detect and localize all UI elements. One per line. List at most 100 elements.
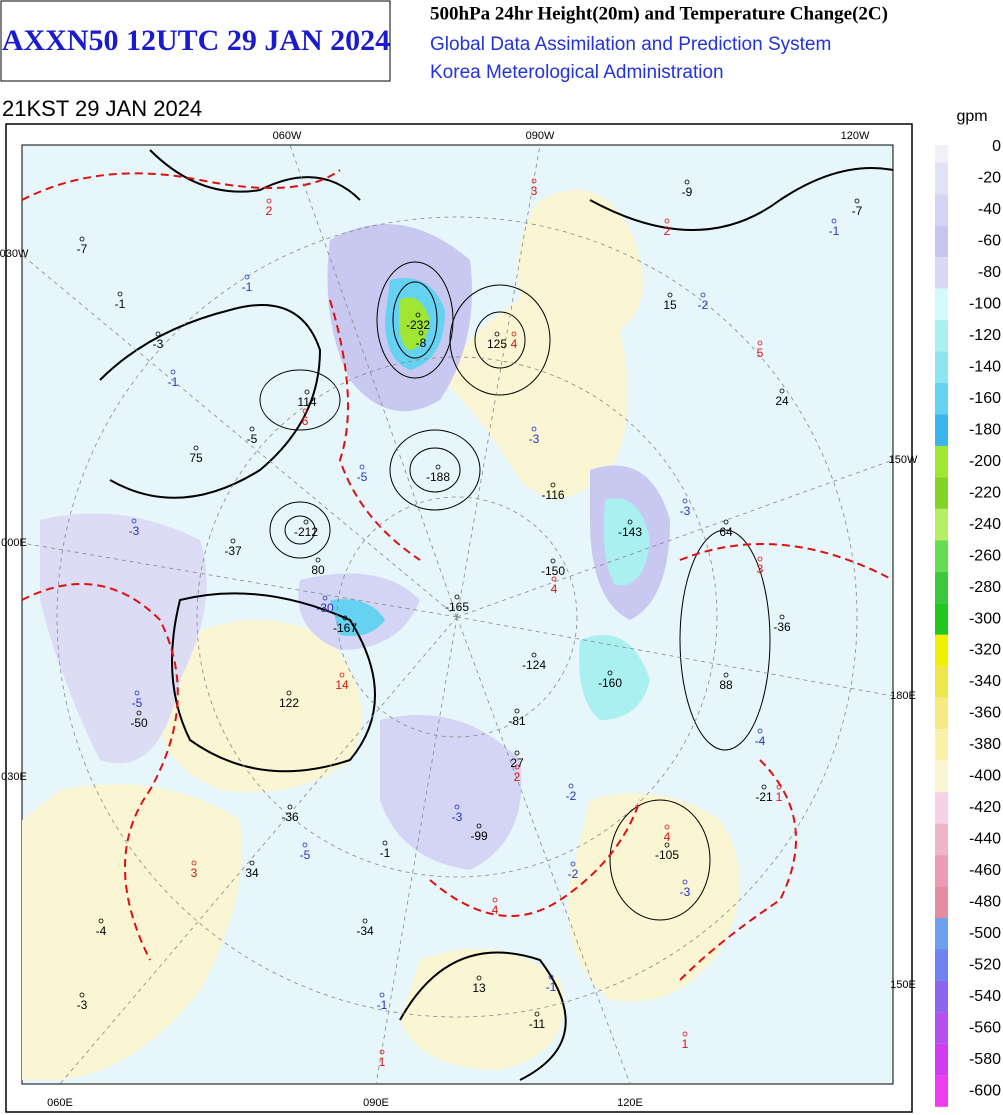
colorbar-label: -300 [969, 610, 1001, 627]
label-marker [315, 557, 321, 563]
label-marker [435, 464, 441, 470]
longitude-label: 060W [273, 130, 302, 142]
longitude-label: 060E [47, 1097, 73, 1109]
map-labels: 060W 090W 120W 030W 150W 000E 180E 030E 150E 060E… [0, 130, 918, 1109]
label-marker [415, 312, 421, 318]
height-change-label: -36 [281, 810, 299, 824]
label-marker [362, 918, 368, 924]
label-marker [339, 672, 345, 678]
height-change-label: -37 [224, 544, 242, 558]
colorbar-label: 0 [992, 138, 1001, 155]
height-change-label: -7 [852, 204, 863, 218]
label-marker [757, 556, 763, 562]
colorbar-label: -320 [969, 642, 1001, 659]
label-marker [79, 992, 85, 998]
colorbar-swatch [935, 980, 948, 1013]
label-marker [249, 426, 255, 432]
label-marker [514, 750, 520, 756]
colorbar-label: -480 [969, 893, 1001, 910]
label-marker [761, 784, 767, 790]
height-change-label: -8 [416, 336, 427, 350]
label-marker [303, 519, 309, 525]
product: 500hPa 24hr Height(20m) and Temperature … [430, 3, 888, 24]
label-marker [302, 842, 308, 848]
height-change-label: -167 [333, 621, 357, 635]
height-change-label: -188 [426, 470, 450, 484]
height-change-label: -3 [153, 337, 164, 351]
colorbar-label: -220 [969, 484, 1001, 501]
height-change-label: 15 [663, 298, 677, 312]
colorbar-label: -280 [969, 579, 1001, 596]
temperature-negative-label: -3 [452, 810, 463, 824]
temperature-positive-label: 1 [682, 1037, 689, 1051]
temperature-positive-label: 14 [335, 678, 349, 692]
label-marker [757, 340, 763, 346]
height-change-label: -5 [247, 432, 258, 446]
label-marker [379, 1049, 385, 1055]
label-marker [286, 690, 292, 696]
temperature-negative-label: -1 [242, 280, 253, 294]
graticule [21, 144, 894, 1085]
label-marker [531, 652, 537, 658]
temperature-positive-label: 2 [266, 204, 273, 218]
height-change-label: -1 [380, 846, 391, 860]
label-marker [244, 274, 250, 280]
label-marker [682, 498, 688, 504]
temperature-negative-label: -5 [357, 470, 368, 484]
system: Global Data Assimilation and Prediction … [430, 34, 831, 55]
longitude-label: 180E [890, 690, 916, 702]
label-marker [723, 519, 729, 525]
temperature-positive-label: 3 [191, 866, 198, 880]
label-marker [249, 860, 255, 866]
longitude-label: 090E [363, 1097, 389, 1109]
temperature-negative-label: -5 [132, 696, 143, 710]
colorbar-swatch [935, 383, 948, 415]
label-marker [304, 389, 310, 395]
label-marker [514, 764, 520, 770]
map-shading [22, 190, 740, 1080]
longitude-label: 150W [889, 454, 918, 466]
height-change-label: 114 [297, 395, 316, 409]
colorbar-swatch [935, 729, 948, 761]
colorbar-swatch [935, 194, 948, 226]
temperature-negative-label: -2 [698, 298, 709, 312]
height-change-label: -99 [470, 829, 488, 843]
colorbar-swatch [935, 918, 948, 950]
label-marker [682, 1031, 688, 1037]
temperature-positive-label: 4 [551, 582, 558, 596]
label-marker [551, 576, 557, 582]
temperature-positive-label: 2 [664, 224, 671, 238]
colorbar-swatch [935, 1075, 948, 1107]
colorbar-swatch [935, 571, 948, 604]
height-change-label: 88 [719, 678, 733, 692]
temperature-positive-label: 4 [511, 337, 518, 351]
dashed-isotherms [21, 169, 894, 981]
temperature-positive-label: 3 [531, 184, 538, 198]
temperature-negative-label: -2 [566, 789, 577, 803]
label-marker [531, 426, 537, 432]
label-marker [266, 198, 272, 204]
temperature-positive-label: 6 [302, 414, 309, 428]
label-marker [302, 408, 308, 414]
height-change-label: -143 [618, 525, 642, 539]
colorbar-label: -440 [969, 831, 1001, 848]
label-marker [607, 670, 613, 676]
height-change-label: -7 [77, 242, 88, 256]
colorbar-label: -180 [969, 421, 1001, 438]
label-marker [454, 804, 460, 810]
label-marker [342, 615, 348, 621]
label-marker [492, 897, 498, 903]
label-marker [534, 1011, 540, 1017]
colorbar-swatch [935, 792, 948, 824]
colorbar-label: -80 [978, 264, 1001, 281]
height-change-label: 64 [719, 525, 733, 539]
height-change-label: -116 [541, 488, 564, 502]
label-marker [627, 519, 633, 525]
colorbar-swatch [935, 823, 948, 856]
colorbar-swatch [935, 162, 948, 195]
label-marker [322, 595, 328, 601]
height-change-label: -50 [130, 716, 148, 730]
label-marker [779, 388, 785, 394]
longitude-label: 030E [1, 771, 27, 783]
